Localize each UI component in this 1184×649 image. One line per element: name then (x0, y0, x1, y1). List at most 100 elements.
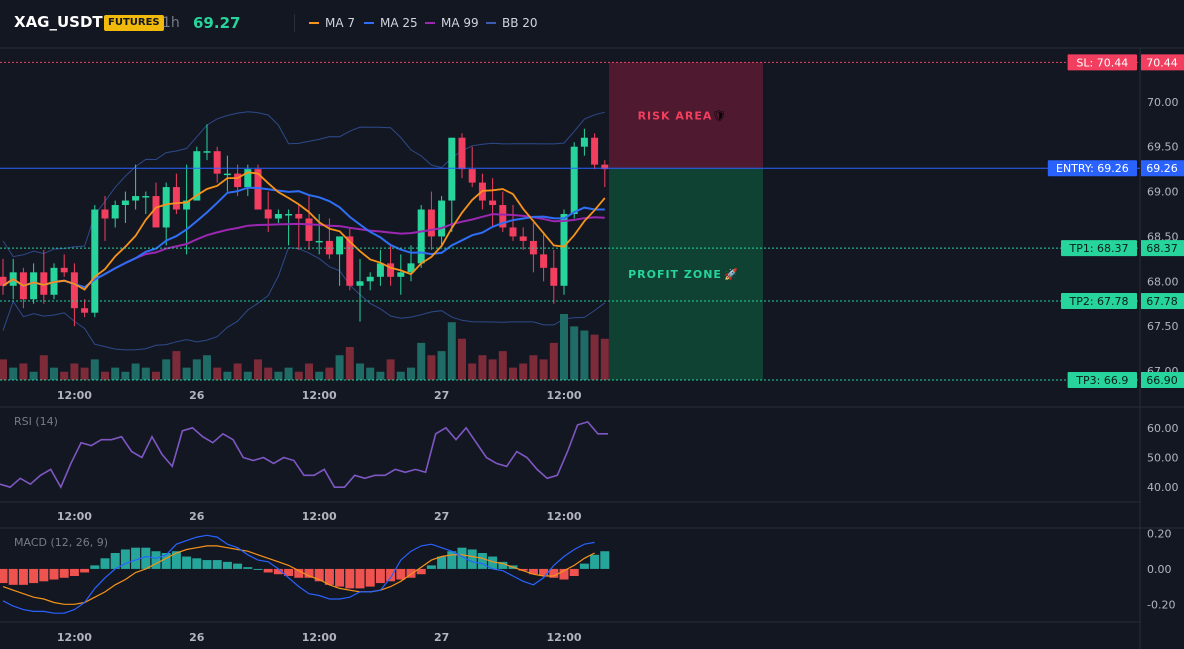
macd-histogram-bar (182, 556, 192, 569)
time-tick-label: 26 (189, 389, 205, 402)
candle-body (366, 276, 374, 282)
risk-zone[interactable] (609, 62, 763, 169)
volume-bar (427, 355, 436, 380)
macd-histogram-bar (579, 563, 589, 569)
volume-bar (294, 371, 303, 380)
candle-body (111, 205, 119, 219)
tp2-price-label: 67.78 (1146, 295, 1178, 308)
macd-histogram-bar (355, 568, 365, 589)
macd-histogram-bar (8, 568, 18, 585)
macd-histogram-bar (0, 568, 8, 584)
macd-title: MACD (12, 26, 9) (14, 536, 108, 549)
candle-body (356, 281, 364, 286)
profit-zone[interactable] (609, 168, 763, 380)
volume-bar (468, 363, 477, 380)
volume-bar (305, 363, 313, 380)
candle-body (193, 151, 201, 201)
candle-body (458, 137, 466, 170)
rsi-line (0, 420, 608, 490)
volume-bar (90, 359, 99, 380)
candle-body (264, 209, 272, 219)
price-tick-label: 69.50 (1147, 141, 1179, 154)
legend-bb20[interactable]: BB 20 (486, 16, 538, 30)
volume-bar (141, 367, 150, 380)
macd-histogram-bar (528, 568, 538, 575)
candle-body (60, 267, 68, 273)
rsi-title: RSI (14) (14, 415, 58, 428)
candle-body (336, 236, 344, 255)
volume-bar (19, 363, 28, 380)
candle-body (417, 209, 425, 264)
macd-histogram-bar (100, 558, 110, 569)
candle-body (0, 276, 7, 286)
candle-body (203, 151, 211, 153)
volume-bar (162, 359, 171, 380)
volume-bar (172, 351, 181, 380)
candle-body (580, 137, 588, 147)
candle-body (183, 200, 191, 210)
volume-bar (539, 359, 548, 380)
sl-tag (1067, 54, 1137, 71)
candle-body (468, 169, 476, 183)
volume-bar (60, 371, 69, 380)
volume-bar (570, 326, 579, 380)
tp3-price-label: 66.90 (1146, 374, 1178, 387)
macd-histogram-bar (263, 568, 273, 573)
candle-body (162, 187, 170, 228)
volume-bar (376, 371, 385, 380)
macd-histogram-bar (375, 568, 385, 584)
macd-histogram-bar (590, 554, 600, 569)
candle-body (91, 209, 99, 313)
candle-body (560, 214, 568, 286)
macd-histogram-bar (365, 568, 375, 587)
tp1-price-label: 68.37 (1146, 242, 1178, 255)
volume-bar (284, 367, 293, 380)
volume-bar (549, 342, 558, 380)
legend-ma99[interactable]: MA 99 (425, 16, 479, 30)
volume-bar (396, 371, 405, 380)
price-tick-label: 69.00 (1147, 186, 1179, 199)
macd-histogram-bar (90, 565, 100, 569)
timeframe-label[interactable]: 1h (162, 15, 180, 31)
volume-bar (417, 342, 426, 380)
volume-bar (325, 367, 334, 380)
candle-body (132, 196, 140, 201)
chart-header: XAG_USDT FUTURES 1h 69.27 MA 7 MA 25 MA … (0, 0, 1184, 46)
volume-bar (29, 371, 38, 380)
macd-histogram-bar (49, 568, 59, 580)
tp2-tag (1061, 293, 1137, 310)
legend-label: MA 7 (325, 16, 356, 30)
volume-bar (254, 359, 262, 380)
candle-body (254, 169, 262, 210)
volume-bar (111, 367, 120, 380)
volume-bar (192, 359, 201, 380)
time-tick-label: 12:00 (546, 631, 581, 644)
candle-body (213, 151, 221, 174)
price-tick-label: 68.00 (1147, 275, 1179, 288)
volume-bar (600, 338, 609, 380)
macd-histogram-bar (314, 568, 324, 582)
time-tick-label: 12:00 (302, 631, 337, 644)
volume-bar (152, 371, 160, 380)
time-tick-label: 27 (434, 631, 449, 644)
macd-histogram-bar (467, 549, 477, 569)
macd-histogram-bar (345, 568, 355, 589)
macd-histogram-bar (171, 551, 181, 569)
bb-lower-line (2, 246, 606, 351)
volume-bar (335, 355, 344, 380)
macd-histogram-bar (447, 551, 457, 569)
trade-levels: SL: 70.44 70.44 ENTRY: 69.26 69.26 TP1: 68.3… (0, 54, 1184, 388)
macd-tick-label: 0.20 (1147, 528, 1172, 541)
candle-body (30, 272, 38, 300)
macd-histogram-bar (477, 553, 487, 569)
legend-ma25[interactable]: MA 25 (364, 16, 418, 30)
candle-body (70, 272, 78, 309)
volume-bar (519, 363, 528, 380)
symbol-name[interactable]: XAG_USDT (14, 13, 103, 31)
volume-bar (39, 355, 48, 380)
macd-histogram-bar (243, 567, 253, 569)
price-tick-label: 67.50 (1147, 320, 1179, 333)
legend-ma7[interactable]: MA 7 (309, 16, 355, 30)
macd-histogram-bar (437, 556, 447, 569)
